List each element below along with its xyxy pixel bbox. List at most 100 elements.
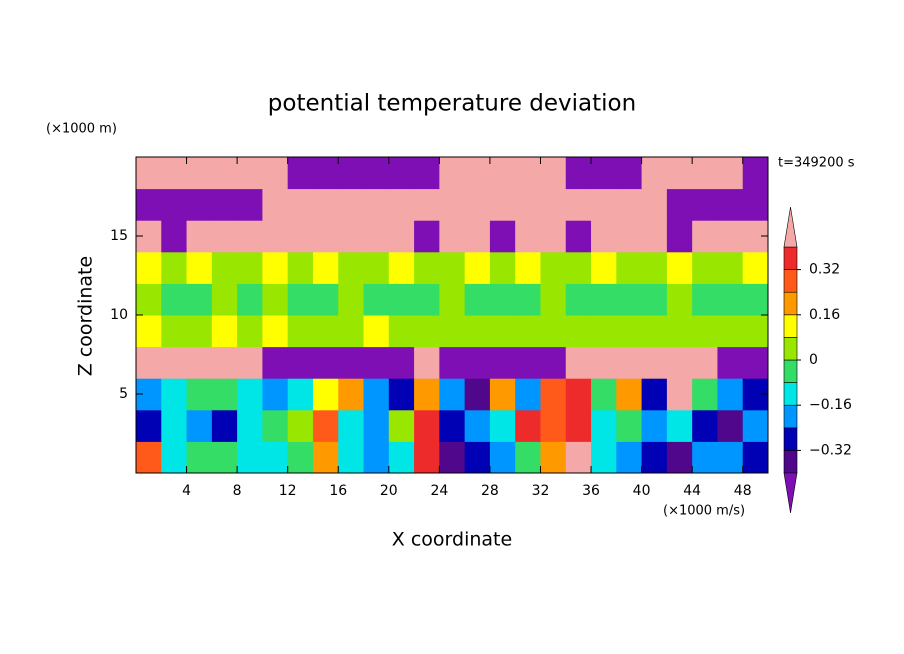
y-tick-label: 10	[110, 307, 128, 323]
contour-cell	[717, 315, 744, 348]
contour-cell	[591, 315, 617, 348]
colorbar-segment	[783, 382, 798, 406]
contour-cell	[692, 315, 718, 348]
contour-cell	[414, 409, 440, 442]
contour-cell	[515, 441, 541, 474]
contour-cell	[312, 441, 339, 474]
contour-cell	[717, 346, 744, 379]
contour-cell	[464, 315, 491, 348]
contour-cell	[338, 346, 365, 379]
contour-cell	[211, 220, 238, 253]
contour-cell	[338, 251, 365, 284]
contour-cell	[161, 157, 188, 190]
contour-cell	[616, 346, 643, 379]
contour-cell	[641, 315, 668, 348]
contour-cell	[616, 251, 643, 284]
x-tick-label: 12	[279, 483, 297, 499]
contour-cell	[312, 378, 339, 411]
colorbar-segment	[783, 246, 798, 270]
contour-cell	[692, 378, 718, 411]
contour-cell	[262, 315, 289, 348]
contour-cell	[237, 315, 263, 348]
contour-cell	[692, 157, 718, 190]
contour-cell	[616, 283, 643, 316]
contour-cell	[338, 188, 365, 221]
contour-cell	[591, 157, 617, 190]
contour-cell	[692, 188, 718, 221]
x-unit-label: (×1000 m/s)	[663, 504, 745, 519]
contour-cell	[439, 251, 466, 284]
x-tick-label: 44	[683, 483, 701, 499]
contour-cell	[136, 283, 162, 316]
contour-cell	[641, 157, 668, 190]
colorbar-tick-label: −0.16	[809, 397, 852, 413]
colorbar-tick-label: −0.32	[809, 442, 852, 458]
contour-cell	[363, 346, 390, 379]
contour-cell	[565, 409, 592, 442]
contour-cell	[262, 251, 289, 284]
contour-cell	[464, 188, 491, 221]
colorbar-segment	[783, 359, 798, 383]
y-unit-label: (×1000 m)	[46, 122, 117, 137]
contour-cell	[211, 283, 238, 316]
contour-cell	[287, 378, 314, 411]
contour-cell	[186, 251, 213, 284]
contour-cell	[363, 188, 390, 221]
contour-cell	[666, 283, 693, 316]
contour-cell	[540, 441, 567, 474]
contour-cell	[692, 251, 718, 284]
contour-cell	[363, 315, 390, 348]
contour-cell	[515, 378, 541, 411]
contour-cell	[287, 315, 314, 348]
contour-cell	[591, 346, 617, 379]
contour-cell	[287, 409, 314, 442]
contour-cell	[161, 283, 188, 316]
contour-cell	[742, 441, 769, 474]
contour-cell	[161, 251, 188, 284]
contour-cell	[312, 251, 339, 284]
contour-cell	[388, 251, 415, 284]
colorbar-segment	[783, 337, 798, 361]
x-tick-label: 48	[734, 483, 752, 499]
contour-cell	[388, 188, 415, 221]
chart-title: potential temperature deviation	[268, 91, 636, 117]
contour-cell	[616, 315, 643, 348]
contour-cell	[489, 315, 516, 348]
contour-cell	[616, 188, 643, 221]
colorbar-top-triangle	[783, 206, 798, 248]
contour-cell	[742, 346, 769, 379]
contour-cell	[136, 346, 162, 379]
contour-cell	[616, 220, 643, 253]
x-tick-label: 32	[532, 483, 550, 499]
contour-cell	[388, 441, 415, 474]
contour-cell	[591, 251, 617, 284]
contour-cell	[565, 251, 592, 284]
contour-cell	[363, 409, 390, 442]
x-tick-label: 8	[233, 483, 242, 499]
contour-cell	[161, 188, 188, 221]
colorbar-segment	[783, 269, 798, 293]
x-tick-label: 4	[182, 483, 191, 499]
contour-cell	[641, 441, 668, 474]
contour-cell	[136, 409, 162, 442]
contour-cell	[388, 378, 415, 411]
y-tick-label: 5	[119, 386, 128, 402]
contour-cell	[439, 441, 466, 474]
contour-cell	[666, 188, 693, 221]
colorbar-tick-label: 0.16	[809, 307, 840, 323]
contour-cell	[464, 251, 491, 284]
contour-cell	[616, 409, 643, 442]
contour-cell	[262, 441, 289, 474]
contour-cell	[237, 378, 263, 411]
contour-cell	[515, 346, 541, 379]
contour-cell	[161, 409, 188, 442]
contour-cell	[211, 157, 238, 190]
contour-cell	[717, 409, 744, 442]
contour-cell	[388, 283, 415, 316]
contour-cell	[666, 220, 693, 253]
contour-cell	[666, 346, 693, 379]
contour-cell	[692, 409, 718, 442]
contour-cell	[692, 441, 718, 474]
contour-cell	[161, 441, 188, 474]
